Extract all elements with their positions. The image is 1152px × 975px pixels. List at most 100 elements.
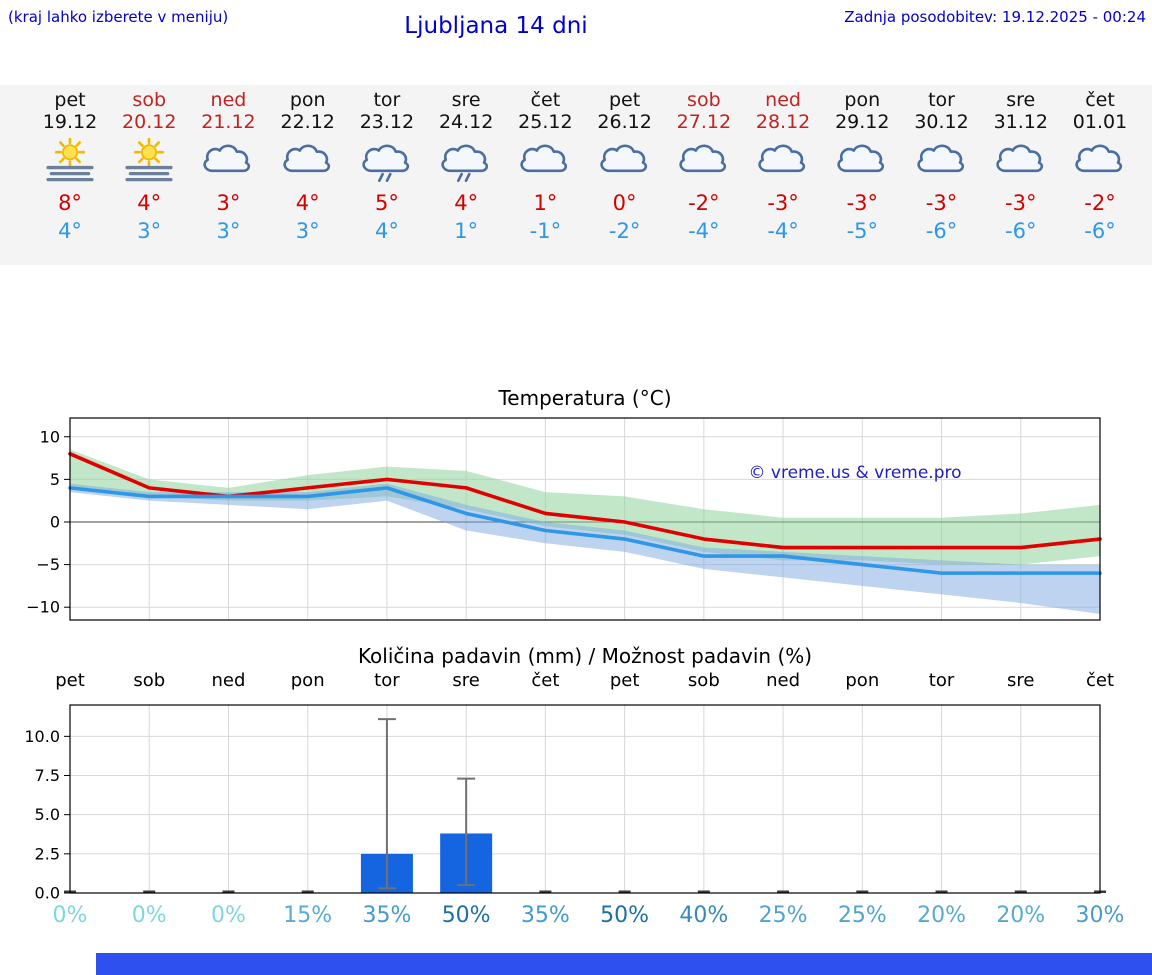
zero-precip-mark — [1014, 890, 1027, 893]
day-date: 19.12 — [42, 111, 98, 133]
y-tick-label: 5.0 — [35, 805, 60, 824]
forecast-day: pet 26.12 0° -2° — [583, 89, 667, 244]
day-label: tor — [374, 670, 400, 691]
day-date: 21.12 — [201, 111, 256, 133]
y-tick-label: 5 — [50, 470, 60, 489]
day-weather — [900, 138, 984, 188]
zero-precip-mark — [618, 890, 631, 893]
plot-frame — [69, 417, 1101, 621]
zero-precip-mark — [935, 890, 948, 893]
day-weather — [503, 138, 587, 188]
temp-max: 8° — [58, 191, 82, 215]
cloud-icon — [916, 144, 964, 173]
forecast-day: pon 29.12 -3° -5° — [820, 89, 904, 244]
y-tick-label: 10.0 — [24, 727, 60, 746]
band-tmax-range — [70, 449, 1100, 565]
temp-max: 1° — [533, 191, 558, 215]
precip-probability: 25% — [758, 903, 808, 928]
temp-min: -6° — [1084, 219, 1116, 243]
temp-min: -6° — [925, 219, 958, 243]
precip-probability: 25% — [837, 903, 887, 928]
y-tick-label: 0.0 — [35, 884, 60, 903]
cloud-icon — [520, 144, 568, 173]
day-weather — [583, 138, 667, 188]
page-title: Ljubljana 14 dni — [404, 13, 588, 39]
day-name: tor — [928, 89, 955, 111]
day-name: pon — [844, 89, 881, 111]
temp-max: 4° — [137, 191, 162, 215]
precip-probability: 20% — [917, 903, 966, 928]
zero-precip-mark — [143, 890, 156, 893]
cloud-rain-icon — [441, 144, 489, 183]
forecast-day: ned 21.12 3° 3° — [186, 89, 270, 244]
day-name: sob — [132, 89, 167, 111]
day-weather — [266, 138, 350, 188]
day-name: sre — [451, 89, 481, 111]
day-label: pon — [845, 670, 879, 691]
y-tick-label: 7.5 — [35, 766, 60, 785]
cloud-icon — [599, 144, 647, 173]
zero-precip-mark — [856, 890, 869, 893]
watermark: © vreme.us & vreme.pro — [748, 463, 961, 483]
temp-min: -4° — [767, 219, 799, 243]
forecast-day: sre 24.12 4° 1° — [424, 89, 508, 244]
day-weather — [186, 138, 270, 188]
y-tick-label: 0 — [50, 512, 60, 531]
zero-precip-mark — [697, 890, 710, 893]
day-name: sob — [687, 89, 721, 111]
sun-fog-icon — [46, 137, 94, 182]
day-label: čet — [531, 670, 559, 691]
temp-min: 3° — [295, 219, 320, 243]
temp-max: 4° — [454, 191, 479, 215]
menu-hint: (kraj lahko izberete v meniju) — [8, 8, 229, 26]
precip-probability: 0% — [131, 903, 167, 928]
day-weather — [107, 137, 191, 188]
day-name: pon — [289, 89, 326, 111]
day-date: 25.12 — [518, 111, 573, 133]
day-weather — [345, 138, 429, 188]
forecast-day: pon 22.12 4° 3° — [266, 89, 350, 244]
precip-probability: 35% — [362, 903, 412, 928]
temp-max: -3° — [846, 191, 879, 215]
day-name: čet — [530, 89, 561, 111]
precip-chart-title: Količina padavin (mm) / Možnost padavin … — [357, 644, 813, 668]
sun-fog-icon — [125, 137, 173, 182]
cloud-icon — [1075, 144, 1123, 173]
day-weather — [820, 138, 904, 188]
day-name: ned — [210, 89, 247, 111]
day-name: pet — [54, 89, 86, 111]
day-date: 26.12 — [597, 111, 652, 133]
day-label: ned — [212, 670, 246, 691]
zero-precip-mark — [539, 890, 552, 893]
day-date: 22.12 — [280, 111, 335, 133]
day-name: tor — [373, 89, 401, 111]
zero-precip-mark — [301, 890, 314, 893]
precip-probability: 50% — [600, 903, 650, 928]
temp-max: 0° — [612, 191, 637, 215]
temp-max: -3° — [767, 191, 799, 215]
precip-probability: 35% — [520, 903, 570, 928]
day-label: sre — [452, 670, 479, 691]
temp-min: 1° — [454, 219, 479, 243]
day-weather — [424, 138, 508, 188]
cloud-icon — [837, 144, 885, 173]
forecast-day: čet 25.12 1° -1° — [503, 89, 587, 244]
temp-max: -3° — [1005, 191, 1037, 215]
temperature-chart-title: Temperatura (°C) — [498, 386, 672, 410]
cloud-icon — [996, 144, 1043, 173]
day-label: pet — [610, 670, 640, 691]
day-label: pon — [291, 670, 325, 691]
day-date: 27.12 — [676, 111, 732, 133]
day-weather — [979, 138, 1063, 188]
day-date: 31.12 — [993, 111, 1048, 133]
day-weather — [662, 138, 746, 188]
day-date: 20.12 — [122, 111, 177, 133]
last-update: Zadnja posodobitev: 19.12.2025 - 00:24 — [844, 8, 1146, 26]
temperature-chart: © vreme.us & vreme.pro 10 5 0 −5 −10 — [26, 417, 1102, 621]
forecast-day: tor 23.12 5° 4° — [345, 89, 429, 244]
day-name: pet — [609, 89, 641, 111]
temp-max: -2° — [688, 191, 720, 215]
day-date: 30.12 — [914, 111, 969, 133]
day-date: 29.12 — [835, 111, 890, 133]
